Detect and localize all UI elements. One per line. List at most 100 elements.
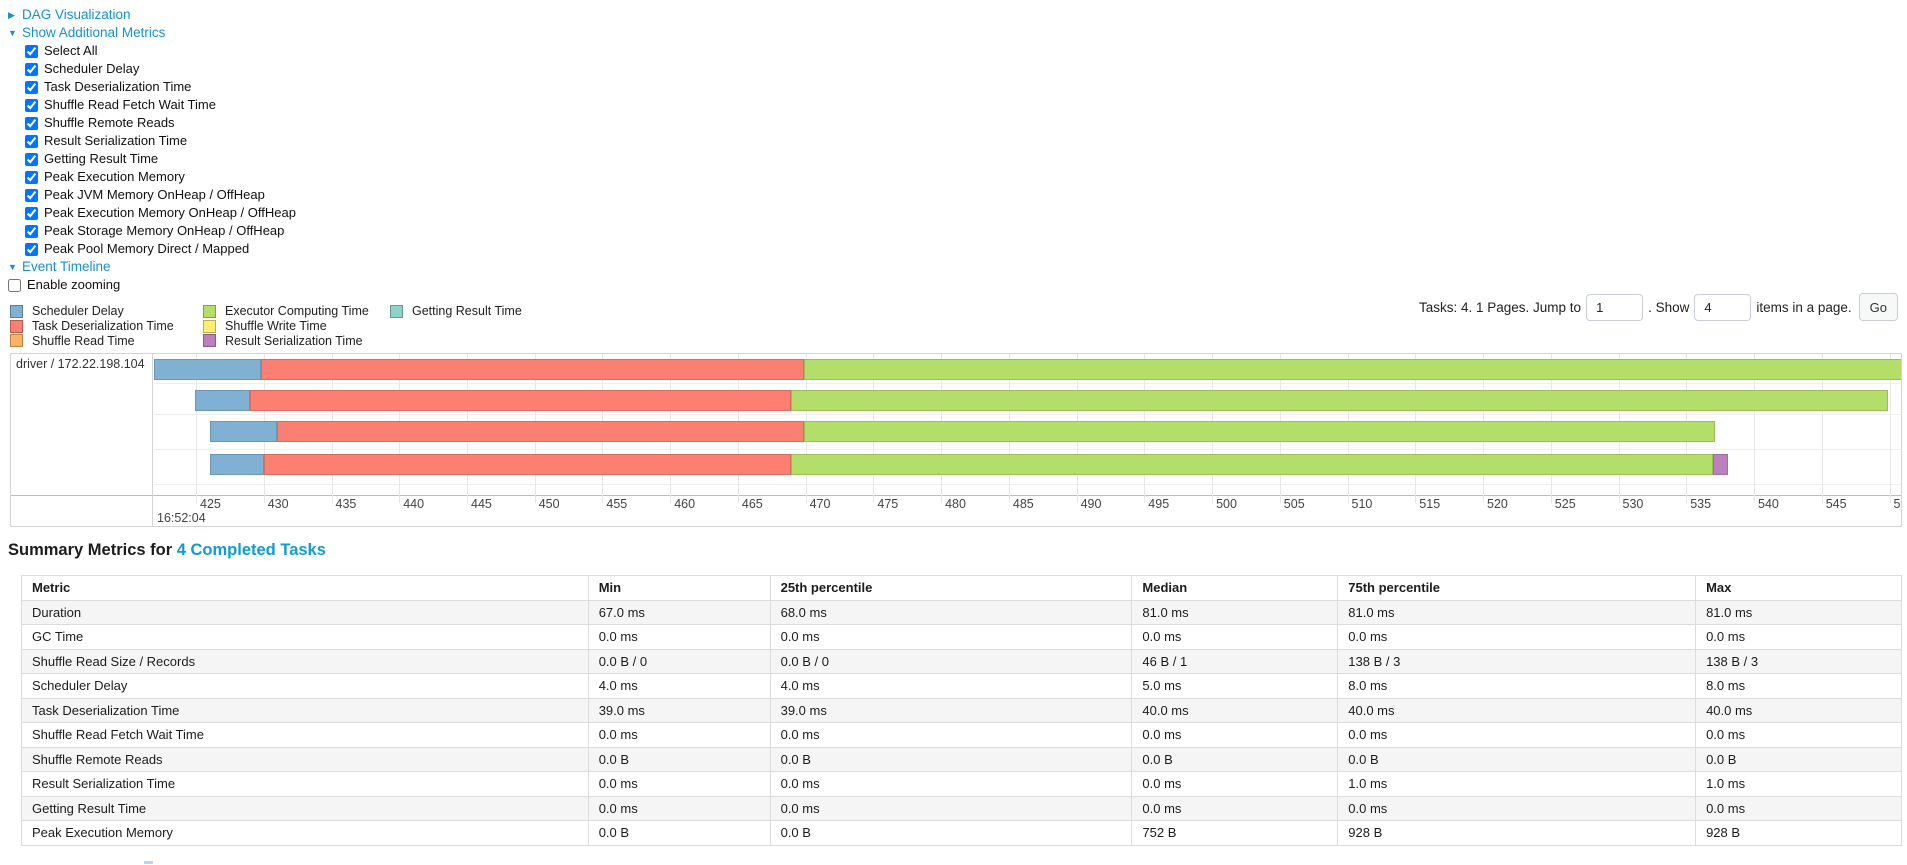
shuffle-write-swatch-icon — [203, 319, 216, 333]
metric-value-cell: 0.0 B — [769, 746, 1133, 772]
metric-checkbox[interactable] — [25, 188, 38, 202]
metric-checkbox[interactable] — [25, 152, 38, 166]
metric-checkbox-item: Task Deserialization Time — [25, 78, 296, 96]
metric-checkbox[interactable] — [25, 206, 38, 220]
metric-checkbox-list: Select All Scheduler Delay Task Deserializ… — [25, 42, 296, 258]
summary-column-header: 75th percentile — [1337, 575, 1697, 601]
metric-value-cell: 0.0 B / 0 — [769, 648, 1133, 674]
metric-value-cell: 8.0 ms — [1695, 673, 1902, 699]
completed-tasks-link[interactable]: 4 Completed Tasks — [176, 541, 326, 559]
stage-controls: ▶ DAG Visualization ▼ Show Additional Me… — [8, 6, 296, 294]
metric-value-cell: 0.0 ms — [587, 722, 771, 748]
tick-gridline — [1821, 354, 1823, 503]
tick-gridline — [196, 354, 197, 503]
axis-tick-label: 540 — [1758, 497, 1779, 511]
metric-checkbox[interactable] — [25, 44, 38, 58]
jump-to-page-input[interactable] — [1586, 293, 1644, 321]
scheduler-delay-swatch-icon — [10, 304, 23, 318]
task-bar-segment-task-deserialization[interactable] — [261, 359, 805, 380]
metric-checkbox-label: Peak Pool Memory Direct / Mapped — [44, 241, 250, 256]
task-bar-segment-scheduler-delay[interactable] — [209, 421, 278, 442]
items-per-page-input[interactable] — [1694, 293, 1752, 321]
metric-name-cell: GC Time — [21, 624, 589, 650]
axis-tick-label: 500 — [1216, 497, 1237, 511]
axis-tick-label: 465 — [741, 497, 763, 511]
summary-table-row: GC Time 0.0 ms 0.0 ms 0.0 ms 0.0 ms 0.0 ms — [21, 624, 1902, 650]
go-button[interactable]: Go — [1858, 293, 1898, 321]
metric-value-cell: 68.0 ms — [769, 599, 1133, 625]
show-additional-metrics-toggle[interactable]: ▼ Show Additional Metrics — [8, 24, 296, 42]
metric-checkbox-item: Result Serialization Time — [25, 132, 296, 150]
metric-value-cell: 0.0 ms — [587, 795, 771, 821]
task-bar-segment-executor-computing[interactable] — [804, 359, 1901, 380]
task-bar-segment-result-serialization[interactable] — [1713, 454, 1729, 475]
axis-major-time-label: 16:52:04 — [157, 511, 206, 525]
axis-tick-label: 430 — [267, 497, 289, 511]
metric-value-cell: 0.0 ms — [1695, 722, 1902, 748]
pagination-show-text: . Show — [1648, 299, 1690, 315]
metric-checkbox[interactable] — [25, 134, 38, 148]
metric-checkbox-label: Shuffle Remote Reads — [44, 115, 175, 130]
metric-value-cell: 138 B / 3 — [1337, 648, 1697, 674]
metric-checkbox[interactable] — [25, 80, 38, 94]
metric-value-cell: 40.0 ms — [1131, 697, 1339, 723]
task-bar-segment-scheduler-delay[interactable] — [209, 454, 264, 475]
task-bar-segment-scheduler-delay[interactable] — [194, 390, 251, 411]
legend-item: Shuffle Read Time — [10, 333, 203, 348]
legend-item: Shuffle Write Time — [203, 319, 390, 334]
event-timeline-toggle[interactable]: ▼ Event Timeline — [8, 258, 296, 276]
summary-column-header: Metric — [21, 575, 589, 601]
metric-value-cell: 81.0 ms — [1131, 599, 1339, 625]
metric-checkbox[interactable] — [25, 116, 38, 130]
metric-checkbox-item: Peak JVM Memory OnHeap / OffHeap — [25, 186, 296, 204]
dag-visualization-toggle[interactable]: ▶ DAG Visualization — [8, 6, 296, 24]
metric-name-cell: Task Deserialization Time — [21, 697, 589, 723]
metric-value-cell: 0.0 ms — [587, 771, 771, 797]
axis-tick-label: 440 — [403, 497, 425, 511]
metric-value-cell: 0.0 ms — [1337, 624, 1697, 650]
metric-checkbox-label: Select All — [44, 43, 98, 58]
metric-checkbox-item: Shuffle Read Fetch Wait Time — [25, 96, 296, 114]
task-bar-segment-executor-computing[interactable] — [790, 390, 1889, 411]
metric-value-cell: 81.0 ms — [1695, 599, 1902, 625]
metric-value-cell: 0.0 B — [1337, 746, 1697, 772]
executor-computing-swatch-icon — [203, 304, 216, 318]
dag-visualization-link[interactable]: DAG Visualization — [22, 7, 131, 22]
metric-value-cell: 0.0 ms — [1337, 795, 1697, 821]
axis-tick-label: 490 — [1080, 497, 1102, 511]
legend-item: Task Deserialization Time — [10, 319, 203, 334]
summary-column-header: Median — [1131, 575, 1339, 601]
task-bar-segment-executor-computing[interactable] — [804, 421, 1715, 442]
axis-tick-label: 470 — [809, 497, 831, 511]
summary-table-row: Result Serialization Time 0.0 ms 0.0 ms 0.0… — [21, 771, 1902, 797]
metric-checkbox-label: Peak Storage Memory OnHeap / OffHeap — [44, 223, 285, 238]
metric-value-cell: 1.0 ms — [1337, 771, 1697, 797]
summary-table-row: Shuffle Read Fetch Wait Time 0.0 ms 0.0 ms… — [21, 722, 1902, 748]
executor-group-label: driver / 172.22.198.104 — [16, 357, 145, 371]
show-additional-metrics-link[interactable]: Show Additional Metrics — [22, 25, 166, 40]
metric-checkbox[interactable] — [25, 62, 38, 76]
legend-item: Scheduler Delay — [10, 304, 203, 319]
metric-checkbox[interactable] — [25, 242, 38, 256]
metric-checkbox[interactable] — [25, 98, 38, 112]
task-bar-segment-task-deserialization[interactable] — [277, 421, 805, 442]
enable-zooming-checkbox[interactable] — [8, 278, 21, 292]
axis-tick-label: 450 — [538, 497, 560, 511]
metric-value-cell: 5.0 ms — [1131, 673, 1339, 699]
metric-checkbox-label: Task Deserialization Time — [44, 79, 192, 94]
task-bar-segment-executor-computing[interactable] — [790, 454, 1714, 475]
metric-checkbox[interactable] — [25, 224, 38, 238]
metric-checkbox[interactable] — [25, 170, 38, 184]
legend-label: Getting Result Time — [412, 304, 522, 319]
summary-metrics-heading: Summary Metrics for 4 Completed Tasks — [8, 541, 326, 560]
task-bar-segment-task-deserialization[interactable] — [250, 390, 791, 411]
metric-value-cell: 67.0 ms — [587, 599, 771, 625]
task-bar-segment-scheduler-delay[interactable] — [154, 359, 261, 380]
event-timeline-link[interactable]: Event Timeline — [22, 259, 111, 274]
metric-value-cell: 4.0 ms — [587, 673, 771, 699]
task-bar-segment-task-deserialization[interactable] — [263, 454, 791, 475]
metric-checkbox-item: Shuffle Remote Reads — [25, 114, 296, 132]
metric-checkbox-label: Peak Execution Memory — [44, 169, 185, 184]
metric-value-cell: 138 B / 3 — [1695, 648, 1902, 674]
metric-checkbox-label: Scheduler Delay — [44, 61, 140, 76]
